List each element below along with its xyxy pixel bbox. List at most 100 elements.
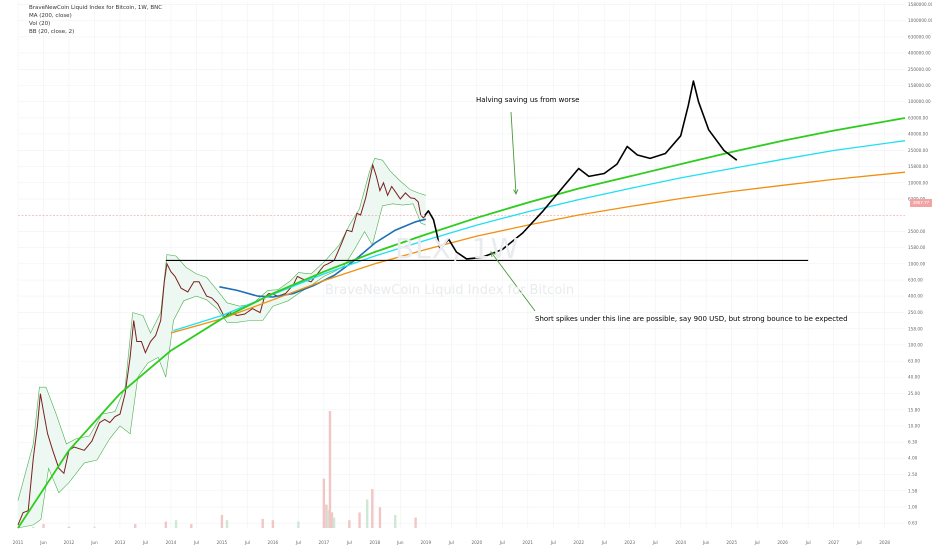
- x-tick-label: Jul: [448, 540, 454, 545]
- x-tick-label: 2018: [370, 540, 381, 545]
- x-tick-label: Jul: [244, 540, 250, 545]
- y-tick-label: 10.00: [908, 423, 920, 428]
- y-tick-label: 15.80: [908, 407, 920, 412]
- volume-bar: [67, 526, 71, 528]
- y-tick-label: 63.00: [908, 359, 920, 364]
- y-tick-label: 4.00: [908, 456, 918, 461]
- x-tick-label: Jul: [601, 540, 607, 545]
- regression-curves: [17, 117, 906, 529]
- volume-bar: [358, 512, 361, 528]
- y-tick-label: 2.50: [908, 472, 918, 477]
- x-tick-label: 2022: [573, 540, 584, 545]
- y-tick-label: 250000.00: [908, 67, 931, 72]
- y-tick-label: 158.00: [908, 326, 923, 331]
- axes: 0.63 1.00 1.58 2.50 4.00 6.30 10.00 15.80 25.00 4…: [13, 2, 932, 545]
- curve-orange: [170, 171, 906, 334]
- x-tick-label: Jul: [346, 540, 352, 545]
- drawings: [165, 80, 809, 312]
- y-tick-label: 10000.00: [908, 180, 928, 185]
- y-tick-label: 40.00: [908, 375, 920, 380]
- y-tick-label: 1580000.00: [908, 2, 932, 7]
- y-tick-label: 6.30: [908, 440, 918, 445]
- x-tick-label: Jul: [856, 540, 862, 545]
- x-tick-label: Jun: [90, 540, 98, 545]
- x-tick-label: Jul: [805, 540, 811, 545]
- arrow-halving-head: [513, 189, 519, 196]
- x-tick-label: 2012: [64, 540, 75, 545]
- watermark-name: BraveNewCoin Liquid Index for Bitcoin: [325, 283, 575, 298]
- annotation-halving: Halving saving us from worse: [476, 96, 580, 104]
- legend-ma: MA (200, close): [29, 13, 72, 19]
- volume-bar: [322, 478, 326, 528]
- volume-bar: [164, 521, 168, 528]
- x-tick-label: 2020: [471, 540, 482, 545]
- y-tick-label: 630000.00: [908, 34, 931, 39]
- y-tick-label: 1000.00: [908, 261, 926, 266]
- y-tick-label: 40000.00: [908, 131, 928, 136]
- x-tick-label: 2017: [319, 540, 330, 545]
- x-tick-label: 2019: [420, 540, 431, 545]
- curve-cyan: [173, 140, 906, 332]
- x-tick-label: Jun: [702, 540, 710, 545]
- volume-bar: [42, 524, 45, 528]
- volume-bar: [394, 515, 397, 528]
- y-tick-label: 1580.00: [908, 245, 926, 250]
- x-tick-label: 2013: [115, 540, 126, 545]
- volume-bar: [225, 520, 229, 528]
- legend: BraveNewCoin Liquid Index for Bitcoin, 1…: [29, 4, 162, 36]
- projection-path: [424, 80, 738, 260]
- volume-bar: [330, 512, 334, 528]
- legend-title: BraveNewCoin Liquid Index for Bitcoin, 1…: [29, 5, 163, 11]
- volume-bar: [332, 517, 336, 528]
- x-tick-label: 2023: [624, 540, 635, 545]
- y-tick-label: 100.00: [908, 342, 923, 347]
- y-tick-label: 15800.00: [908, 164, 928, 169]
- arrow-spikes-shaft: [490, 251, 536, 312]
- volume-bar: [32, 526, 35, 528]
- volume-bar: [134, 524, 137, 528]
- volume-bar: [348, 520, 351, 528]
- volume-bar: [325, 504, 328, 528]
- y-tick-label: 25.00: [908, 391, 920, 396]
- x-tick-label: 2011: [13, 540, 24, 545]
- y-tick-label: 1.58: [908, 488, 918, 493]
- y-tick-label: 1.00: [908, 504, 918, 509]
- y-tick-label: 2500.00: [908, 229, 926, 234]
- volume-bar: [93, 526, 96, 528]
- x-tick-label: 2026: [777, 540, 788, 545]
- x-tick-label: 2027: [828, 540, 839, 545]
- volume-bar: [378, 507, 382, 528]
- x-tick-label: 2021: [522, 540, 533, 545]
- volume-bar: [174, 520, 178, 528]
- x-tick-label: Jun: [39, 540, 47, 545]
- y-tick-label: 1000000.00: [908, 18, 932, 23]
- legend-vol: Vol (20): [29, 21, 51, 27]
- x-tick-label: 2016: [268, 540, 279, 545]
- x-tick-label: Jul: [652, 540, 658, 545]
- x-tick-label: Jul: [754, 540, 760, 545]
- x-tick-label: 2014: [166, 540, 177, 545]
- y-tick-label: 100000.00: [908, 99, 931, 104]
- annotation-spikes: Short spikes under this line are possibl…: [535, 315, 848, 323]
- y-tick-label: 158000.00: [908, 83, 931, 88]
- volume-bars: [32, 411, 417, 528]
- x-tick-label: Jun: [396, 540, 404, 545]
- y-tick-label: 250.00: [908, 310, 923, 315]
- y-tick-label: 25000.00: [908, 148, 928, 153]
- volume-bar: [220, 515, 224, 528]
- bollinger-upper: [17, 158, 426, 501]
- x-tick-label: 2028: [879, 540, 890, 545]
- y-tick-label: 400.00: [908, 294, 923, 299]
- x-tick-label: 2025: [726, 540, 737, 545]
- x-tick-label: 2024: [675, 540, 686, 545]
- x-tick-label: Jul: [550, 540, 556, 545]
- volume-bar: [190, 524, 193, 528]
- x-tick-label: 2015: [217, 540, 228, 545]
- y-tick-label: 630.00: [908, 278, 923, 283]
- curve-green: [17, 117, 906, 529]
- volume-bar: [297, 521, 300, 528]
- y-tick-label: 63000.00: [908, 115, 928, 120]
- x-tick-label: Jul: [295, 540, 301, 545]
